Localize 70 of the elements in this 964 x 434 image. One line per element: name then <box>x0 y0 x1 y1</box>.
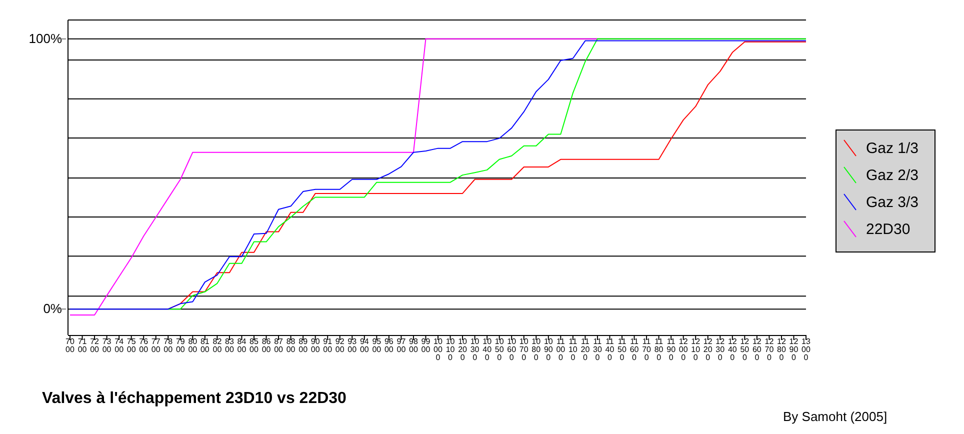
x-tick-label: 10200 <box>458 337 468 362</box>
legend-label: 22D30 <box>866 221 910 238</box>
x-tick-label: 10500 <box>494 337 504 362</box>
x-tick-label: 10400 <box>482 337 492 362</box>
x-tick-label: 12300 <box>716 337 726 362</box>
x-tick-label: 8300 <box>225 337 234 354</box>
x-tick-label: 9700 <box>396 337 406 354</box>
x-tick-label: 7800 <box>164 337 174 354</box>
x-tick-label: 10000 <box>434 337 443 362</box>
x-tick-label: 12200 <box>703 337 713 362</box>
x-tick-label: 8400 <box>237 337 247 354</box>
x-tick-label: 9400 <box>360 337 370 354</box>
x-tick-label: 10900 <box>544 337 554 362</box>
x-tick-label: 11900 <box>666 337 676 362</box>
x-tick-label: 12000 <box>678 337 688 362</box>
text: Valves à l'échappement 23D10 vs 22D30 <box>42 390 347 407</box>
x-tick-label: 7400 <box>114 337 124 354</box>
x-tick-label: 11300 <box>593 337 602 362</box>
legend-label: Gaz 1/3 <box>866 140 919 157</box>
x-tick-label: 9100 <box>323 337 333 354</box>
x-tick-label: 12900 <box>789 337 799 362</box>
x-tick-label: 7600 <box>139 337 149 354</box>
legend-label: Gaz 2/3 <box>866 167 919 184</box>
x-tick-label: 11200 <box>580 337 590 362</box>
x-tick-label: 12600 <box>752 337 762 362</box>
x-tick-label: 11600 <box>630 337 640 362</box>
x-tick-label: 9800 <box>409 337 418 354</box>
x-tick-label: 8100 <box>200 337 210 354</box>
x-tick-label: 11100 <box>568 337 578 362</box>
x-tick-label: 11800 <box>654 337 664 362</box>
x-tick-label: 7000 <box>66 337 75 354</box>
x-tick-label: 10800 <box>532 337 542 362</box>
y-tick-label: 0% <box>43 301 62 316</box>
x-tick-label: 11000 <box>556 337 566 362</box>
x-tick-label: 8900 <box>298 337 308 354</box>
x-tick-label: 8700 <box>274 337 284 354</box>
x-tick-label: 12500 <box>740 337 750 362</box>
x-tick-label: 7200 <box>90 337 100 354</box>
x-tick-label: 8200 <box>212 337 222 354</box>
x-tick-label: 9000 <box>310 337 320 354</box>
x-tick-label: 9600 <box>384 337 394 354</box>
x-tick-label: 12800 <box>777 337 786 362</box>
x-tick-label: 8500 <box>250 337 259 354</box>
y-tick-label: 100% <box>28 31 62 46</box>
x-tick-label: 8600 <box>262 337 272 354</box>
x-tick-label: 13000 <box>802 337 811 362</box>
x-tick-label: 9500 <box>372 337 382 354</box>
x-tick-label: 11700 <box>642 337 652 362</box>
x-tick-label: 12400 <box>728 337 738 362</box>
x-tick-label: 10600 <box>507 337 517 362</box>
x-tick-label: 8800 <box>286 337 296 354</box>
legend-label: Gaz 3/3 <box>866 194 919 211</box>
x-tick-label: 10100 <box>446 337 456 362</box>
x-tick-label: 7500 <box>126 337 136 354</box>
x-tick-label: 8000 <box>188 337 198 354</box>
x-tick-label: 9300 <box>348 337 358 354</box>
x-tick-label: 7700 <box>151 337 161 354</box>
x-tick-label: 9200 <box>335 337 345 354</box>
x-tick-label: 11500 <box>618 337 627 362</box>
line-series <box>70 38 598 316</box>
x-tick-label: 10300 <box>470 337 480 362</box>
x-tick-label: 7900 <box>176 337 186 354</box>
x-tick-label: 12100 <box>691 337 701 362</box>
x-tick-label: 10700 <box>519 337 529 362</box>
x-tick-label: 7300 <box>102 337 112 354</box>
x-tick-label: 11400 <box>605 337 615 362</box>
text: By Samoht (2005] <box>783 409 888 424</box>
x-tick-label: 9900 <box>421 337 431 354</box>
x-tick-label: 7100 <box>78 337 88 354</box>
x-tick-label: 12700 <box>764 337 774 362</box>
